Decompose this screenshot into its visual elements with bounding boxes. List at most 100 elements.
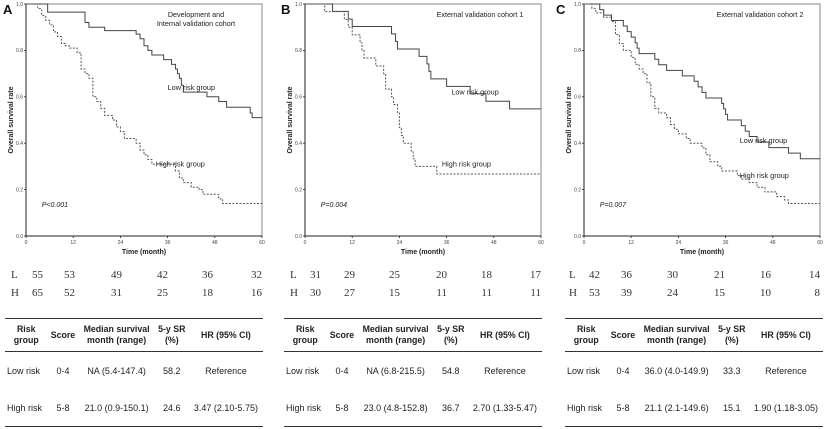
at-risk-high: 15 (389, 287, 401, 299)
x-tick-label: 24 (118, 240, 124, 246)
low-risk-label: Low risk group (451, 87, 498, 96)
cohort-title: External validation cohort 2 (717, 10, 804, 19)
x-tick-label: 0 (583, 240, 586, 246)
y-tick-label: 0.6 (295, 95, 302, 101)
table-header-cell: Median survival month (range) (78, 318, 155, 352)
at-risk-low: 30 (667, 269, 679, 281)
x-tick-label: 48 (212, 240, 218, 246)
cohort-title: Internal validation cohort (157, 19, 235, 28)
at-risk-low: 18 (481, 269, 493, 281)
at-risk-high: 18 (202, 287, 214, 299)
low-risk-label: Low risk group (168, 83, 215, 92)
at-risk-low: 25 (389, 269, 401, 281)
y-tick-label: 0.0 (16, 234, 23, 240)
table-row: High risk 5-8 21.1 (2.1-149.6) 15.1 1.90 (1.… (565, 389, 823, 427)
y-tick-label: 0.0 (574, 234, 581, 240)
summary-table-c: Risk group Score Median survival month (rang… (565, 318, 823, 427)
high-risk-curve (584, 3, 820, 205)
x-tick-label: 0 (25, 240, 28, 246)
table-cell: 54.8 (442, 365, 460, 376)
table-cell: 23.0 (4.8-152.8) (357, 389, 434, 427)
y-tick-label: 0.8 (574, 48, 581, 54)
y-tick-label: 1.0 (574, 2, 581, 8)
table-row: Low risk 0-4 NA (6.8-215.5) 54.8 Reference (284, 352, 542, 390)
risk-row-label-high: H (569, 287, 577, 299)
table-header-row: Risk group Score Median survival month (rang… (565, 318, 823, 352)
table-header-cell: Median survival month (range) (638, 318, 715, 352)
table-cell: 5-8 (47, 389, 79, 427)
at-risk-high: 10 (760, 287, 772, 299)
low-risk-curve (584, 3, 820, 160)
summary-table-a: Risk group Score Median survival month (rang… (5, 318, 263, 427)
at-risk-low: 49 (111, 269, 123, 281)
table-cell: 15.1 (714, 389, 749, 427)
x-tick-label: 60 (259, 240, 265, 246)
p-value: P=0.004 (321, 202, 347, 209)
table-cell: Low risk (286, 365, 320, 376)
y-tick-label: 1.0 (295, 2, 302, 8)
table-cell: 5-8 (326, 389, 358, 427)
km-panel-a: A 0.0 0.2 0.4 0.6 0.8 1.0 0 12 24 36 48 60 Time (mont… (3, 2, 265, 299)
table-cell: Low risk (567, 365, 601, 376)
table-header-cell: Risk group (284, 318, 327, 352)
y-tick-label: 0.8 (16, 48, 23, 54)
table-header-cell: 5-y SR (%) (154, 318, 189, 352)
summary-table-b: Risk group Score Median survival month (rang… (284, 318, 542, 427)
at-risk-low: 53 (64, 269, 76, 281)
x-tick-label: 60 (538, 240, 544, 246)
table-row: Low risk 0-4 36.0 (4.0-149.9) 33.3 Reference (565, 352, 823, 390)
table-cell: NA (6.8-215.5) (366, 365, 425, 376)
x-tick-label: 12 (70, 240, 76, 246)
x-tick-label: 12 (349, 240, 355, 246)
risk-row-label-low: L (11, 269, 18, 281)
table-cell: 36.7 (433, 389, 468, 427)
table-header-cell: Risk group (565, 318, 608, 352)
table-cell: 5-8 (607, 389, 639, 427)
risk-row-label-low: L (290, 269, 297, 281)
table-cell: Reference (765, 365, 807, 376)
table-header-cell: Risk group (5, 318, 48, 352)
at-risk-high: 39 (621, 287, 633, 299)
x-tick-label: 24 (397, 240, 403, 246)
x-axis-title: Time (month) (680, 249, 724, 256)
high-risk-label: High risk group (442, 159, 491, 168)
km-panel-c: C 0.0 0.2 0.4 0.6 0.8 1.0 0 12 24 36 48 60 Time (mont… (556, 2, 823, 299)
at-risk-low: 17 (530, 269, 542, 281)
at-risk-high: 16 (251, 287, 263, 299)
y-axis-title: Overall survival rate (8, 86, 15, 153)
at-risk-low: 16 (760, 269, 772, 281)
table-cell: 36.0 (4.0-149.9) (644, 365, 709, 376)
panel-letter: C (556, 2, 566, 17)
y-tick-label: 0.6 (16, 95, 23, 101)
at-risk-high: 25 (157, 287, 169, 299)
table-header-cell: 5-y SR (%) (433, 318, 468, 352)
at-risk-high: 31 (111, 287, 122, 299)
table-header-cell: Score (47, 318, 79, 352)
at-risk-high: 15 (714, 287, 726, 299)
x-tick-label: 0 (304, 240, 307, 246)
x-axis-title: Time (month) (401, 249, 445, 256)
y-axis-title: Overall survival rate (566, 86, 573, 153)
table-header-row: Risk group Score Median survival month (rang… (284, 318, 542, 352)
at-risk-low: 36 (202, 269, 214, 281)
table-header-cell: HR (95% CI) (188, 318, 263, 352)
at-risk-high: 65 (32, 287, 44, 299)
table-row: High risk 5-8 21.0 (0.9-150.1) 24.6 3.47 (2.… (5, 389, 263, 427)
panel-letter: B (281, 2, 290, 17)
at-risk-high: 11 (530, 287, 541, 299)
cohort-title: Development and (168, 10, 224, 19)
table-cell: 0-4 (616, 365, 630, 376)
table-cell: 0-4 (56, 365, 70, 376)
table-cell: Reference (484, 365, 526, 376)
table-header-cell: HR (95% CI) (748, 318, 823, 352)
table-cell: High risk (284, 389, 327, 427)
table-cell: 33.3 (723, 365, 741, 376)
x-tick-label: 60 (817, 240, 823, 246)
y-tick-label: 0.4 (16, 141, 23, 147)
x-tick-label: 12 (628, 240, 634, 246)
at-risk-low: 42 (589, 269, 600, 281)
table-cell: 21.1 (2.1-149.6) (638, 389, 715, 427)
at-risk-high: 11 (481, 287, 492, 299)
table-cell: 21.0 (0.9-150.1) (78, 389, 155, 427)
